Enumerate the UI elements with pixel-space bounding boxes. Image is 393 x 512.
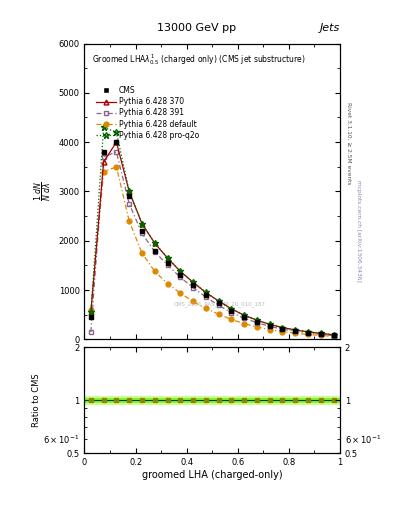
Text: 13000 GeV pp: 13000 GeV pp [157, 23, 236, 33]
X-axis label: groomed LHA (charged-only): groomed LHA (charged-only) [142, 470, 283, 480]
Y-axis label: $\frac{1}{N}\frac{dN}{d\lambda}$: $\frac{1}{N}\frac{dN}{d\lambda}$ [33, 181, 54, 201]
Legend: CMS, Pythia 6.428 370, Pythia 6.428 391, Pythia 6.428 default, Pythia 6.428 pro-: CMS, Pythia 6.428 370, Pythia 6.428 391,… [94, 83, 202, 143]
Text: Groomed LHA$\lambda^1_{0.5}$ (charged only) (CMS jet substructure): Groomed LHA$\lambda^1_{0.5}$ (charged on… [92, 52, 306, 67]
Text: Rivet 3.1.10, ≥ 2.5M events: Rivet 3.1.10, ≥ 2.5M events [347, 102, 352, 185]
Text: CMS_2021_PAS_SMP_20_010_187: CMS_2021_PAS_SMP_20_010_187 [174, 301, 266, 307]
Y-axis label: Ratio to CMS: Ratio to CMS [31, 373, 40, 427]
Text: mcplots.cern.ch [arXiv:1306.3436]: mcplots.cern.ch [arXiv:1306.3436] [356, 180, 361, 281]
Text: Jets: Jets [320, 23, 340, 33]
